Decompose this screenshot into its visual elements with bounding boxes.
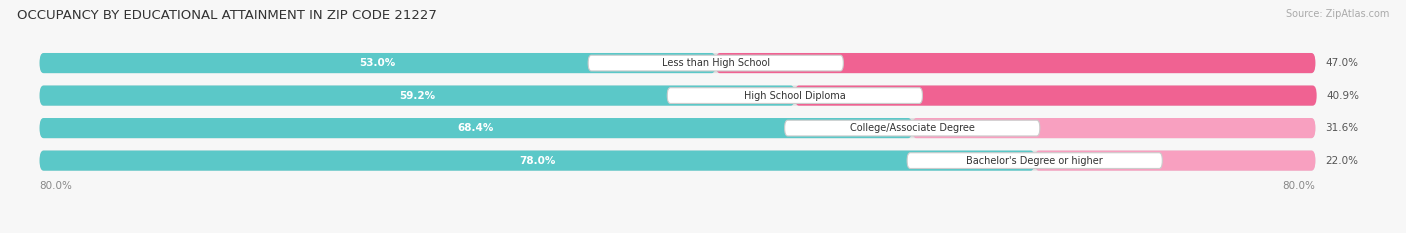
FancyBboxPatch shape [39, 86, 794, 106]
FancyBboxPatch shape [39, 151, 1035, 171]
FancyBboxPatch shape [39, 118, 912, 138]
Text: High School Diploma: High School Diploma [744, 91, 846, 101]
Legend: Owner-occupied, Renter-occupied: Owner-occupied, Renter-occupied [583, 229, 823, 233]
Text: 53.0%: 53.0% [360, 58, 396, 68]
Text: 59.2%: 59.2% [399, 91, 436, 101]
FancyBboxPatch shape [39, 118, 1316, 138]
Text: Bachelor's Degree or higher: Bachelor's Degree or higher [966, 156, 1104, 166]
Text: College/Associate Degree: College/Associate Degree [849, 123, 974, 133]
Text: OCCUPANCY BY EDUCATIONAL ATTAINMENT IN ZIP CODE 21227: OCCUPANCY BY EDUCATIONAL ATTAINMENT IN Z… [17, 9, 437, 22]
FancyBboxPatch shape [39, 53, 1316, 73]
FancyBboxPatch shape [39, 151, 1316, 171]
FancyBboxPatch shape [912, 118, 1316, 138]
FancyBboxPatch shape [785, 120, 1040, 136]
Text: 68.4%: 68.4% [458, 123, 494, 133]
FancyBboxPatch shape [668, 88, 922, 103]
Text: 80.0%: 80.0% [39, 181, 73, 191]
FancyBboxPatch shape [588, 55, 844, 71]
Text: 40.9%: 40.9% [1327, 91, 1360, 101]
Text: 78.0%: 78.0% [519, 156, 555, 166]
Text: 31.6%: 31.6% [1326, 123, 1358, 133]
Text: Source: ZipAtlas.com: Source: ZipAtlas.com [1285, 9, 1389, 19]
Text: 47.0%: 47.0% [1326, 58, 1358, 68]
FancyBboxPatch shape [716, 53, 1316, 73]
FancyBboxPatch shape [1035, 151, 1316, 171]
Text: Less than High School: Less than High School [662, 58, 770, 68]
FancyBboxPatch shape [794, 86, 1316, 106]
Text: 22.0%: 22.0% [1326, 156, 1358, 166]
FancyBboxPatch shape [39, 86, 1316, 106]
FancyBboxPatch shape [907, 153, 1163, 168]
FancyBboxPatch shape [39, 53, 716, 73]
Text: 80.0%: 80.0% [1282, 181, 1316, 191]
